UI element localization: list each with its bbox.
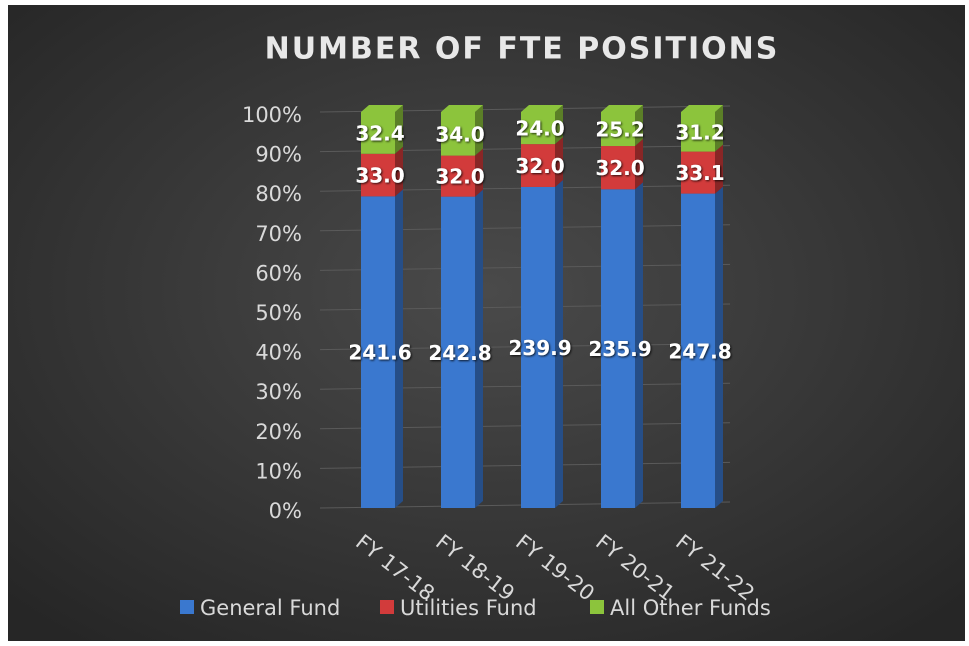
- data-label: 33.1: [675, 161, 724, 185]
- legend-swatch: [380, 600, 394, 614]
- bar: [521, 186, 555, 508]
- bar-side: [555, 137, 563, 187]
- chart-title: NUMBER OF FTE POSITIONS: [265, 32, 780, 67]
- bar: [441, 112, 475, 156]
- y-tick-label: 70%: [255, 222, 302, 246]
- bar: [441, 196, 475, 508]
- y-tick-label: 100%: [242, 103, 302, 127]
- y-tick-label: 30%: [255, 380, 302, 404]
- bar: [361, 112, 395, 154]
- bar-top: [441, 105, 483, 112]
- bar-side: [395, 189, 403, 508]
- bar-side: [395, 105, 403, 154]
- bar-side: [555, 179, 563, 508]
- data-label: 31.2: [675, 120, 724, 144]
- data-label: 242.8: [428, 341, 491, 365]
- legend-label: General Fund: [200, 596, 340, 620]
- data-label: 241.6: [348, 341, 411, 365]
- data-label: 32.0: [515, 154, 564, 178]
- legend-label: Utilities Fund: [400, 596, 537, 620]
- bar-side: [475, 148, 483, 197]
- bar-side: [555, 105, 563, 145]
- legend-swatch: [590, 600, 604, 614]
- data-label: 247.8: [668, 339, 731, 363]
- data-label: 235.9: [588, 337, 651, 361]
- y-tick-label: 90%: [255, 143, 302, 167]
- legend-swatch: [180, 600, 194, 614]
- y-tick-label: 60%: [255, 261, 302, 285]
- data-label: 32.4: [355, 121, 404, 145]
- bar: [361, 153, 395, 197]
- bar: [681, 193, 715, 508]
- y-tick-label: 10%: [255, 459, 302, 483]
- bar-side: [715, 105, 723, 152]
- bar-side: [715, 186, 723, 508]
- bar-side: [475, 105, 483, 156]
- bar: [601, 146, 635, 190]
- bar-side: [635, 105, 643, 147]
- y-tick-label: 20%: [255, 420, 302, 444]
- y-tick-label: 80%: [255, 182, 302, 206]
- data-label: 33.0: [355, 164, 404, 188]
- bar-side: [635, 182, 643, 508]
- chart-background: [8, 5, 965, 641]
- bar-top: [601, 105, 643, 112]
- data-label: 32.0: [595, 156, 644, 180]
- bar: [601, 189, 635, 508]
- bar-side: [475, 189, 483, 508]
- bar: [361, 196, 395, 508]
- data-label: 32.0: [435, 165, 484, 189]
- bar-side: [715, 144, 723, 194]
- bar-top: [681, 105, 723, 112]
- bar-top: [361, 105, 403, 112]
- bar-top: [521, 105, 563, 112]
- bar: [441, 155, 475, 197]
- bar: [681, 112, 715, 152]
- bar: [521, 144, 555, 187]
- bar: [601, 112, 635, 147]
- bar-side: [395, 146, 403, 197]
- data-label: 34.0: [435, 122, 484, 146]
- data-label: 25.2: [595, 118, 644, 142]
- legend-label: All Other Funds: [610, 596, 771, 620]
- y-tick-label: 50%: [255, 301, 302, 325]
- y-tick-label: 0%: [269, 499, 302, 523]
- bar: [521, 112, 555, 145]
- data-label: 24.0: [515, 117, 564, 141]
- y-tick-label: 40%: [255, 341, 302, 365]
- bar-side: [635, 139, 643, 190]
- bar: [681, 151, 715, 194]
- data-label: 239.9: [508, 336, 571, 360]
